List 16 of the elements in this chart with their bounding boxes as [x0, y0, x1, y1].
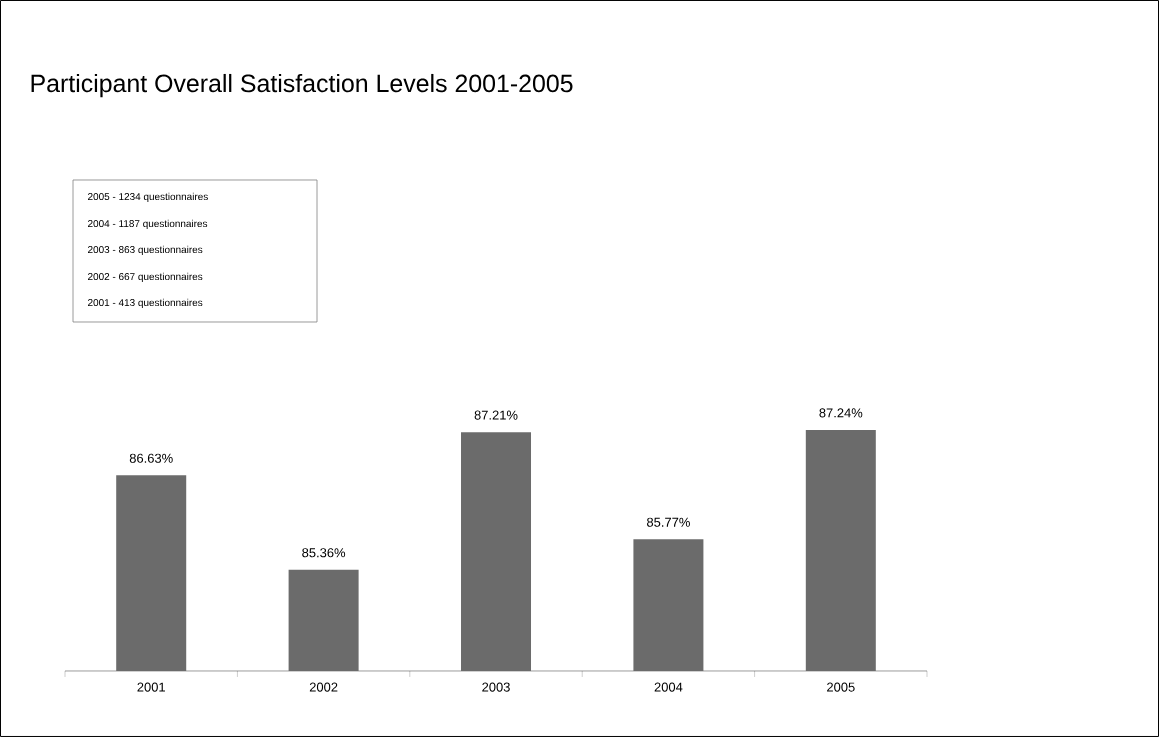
data-label: 87.24%	[819, 408, 863, 418]
data-label: 85.36%	[302, 548, 346, 558]
chart-title: Participant Overall Satisfaction Levels 2001-2005	[31, 73, 573, 98]
text: 2001 - 413 questionnaires	[88, 298, 203, 309]
text: 2004 - 1187 questionnaires	[88, 219, 208, 230]
text: 2003 - 863 questionnaires	[88, 245, 203, 256]
x-tick-label: 2002	[309, 682, 338, 692]
data-label: 86.63%	[129, 453, 173, 463]
x-tick-label: 2001	[137, 682, 165, 692]
x-tick-label: 2004	[654, 682, 683, 692]
text: 2005 - 1234 questionnaires	[88, 192, 208, 203]
x-tick-label: 2003	[482, 682, 510, 692]
data-label: 85.77%	[647, 517, 690, 527]
data-label: 87.21%	[474, 410, 518, 420]
text: 2002 - 667 questionnaires	[88, 272, 203, 283]
x-tick-label: 2005	[827, 682, 855, 692]
